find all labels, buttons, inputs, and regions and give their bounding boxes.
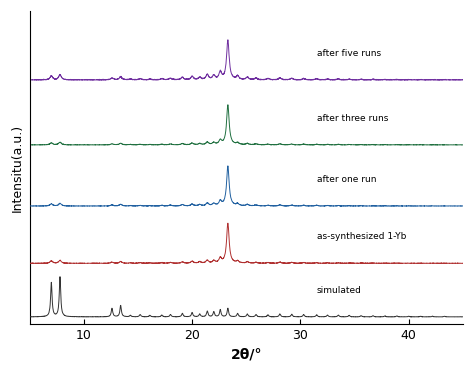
Text: simulated: simulated <box>317 286 362 295</box>
Text: after three runs: after three runs <box>317 114 388 123</box>
Y-axis label: Intensitu(a.u.): Intensitu(a.u.) <box>11 124 24 212</box>
Text: as-synthesized 1-Yb: as-synthesized 1-Yb <box>317 232 406 241</box>
Text: after five runs: after five runs <box>317 49 381 58</box>
Text: after one run: after one run <box>317 175 376 184</box>
X-axis label: 2θ/°: 2θ/° <box>230 348 262 362</box>
